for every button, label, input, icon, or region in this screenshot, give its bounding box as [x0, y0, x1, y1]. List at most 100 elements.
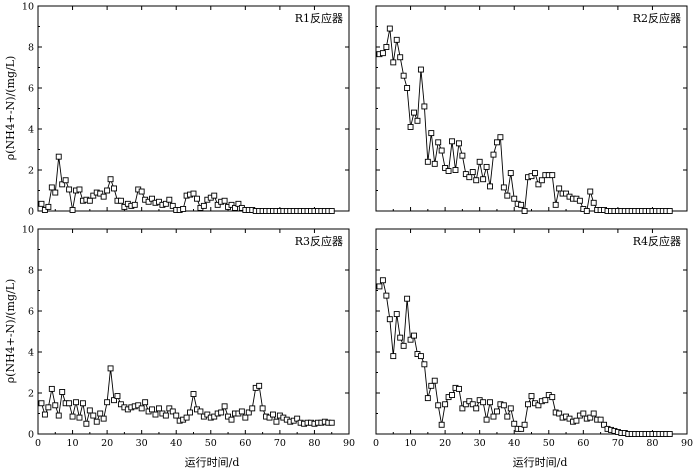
data-point	[483, 416, 490, 423]
data-point	[55, 412, 62, 419]
data-point	[597, 416, 604, 423]
data-point	[55, 153, 62, 160]
data-point	[497, 134, 504, 141]
panel-label: R1反应器	[295, 11, 343, 25]
data-point	[228, 416, 235, 423]
x-tick-label: 30	[136, 438, 148, 449]
data-point	[183, 414, 190, 421]
data-point	[566, 415, 573, 422]
x-tick-label: 50	[205, 438, 217, 449]
data-point	[431, 377, 438, 384]
y-tick-label: 10	[22, 225, 34, 236]
data-point	[435, 139, 442, 146]
data-point	[194, 195, 200, 202]
plot-frame	[37, 5, 350, 212]
x-tick-label: 50	[543, 438, 555, 449]
data-point	[528, 173, 535, 180]
data-point	[466, 398, 473, 405]
data-point	[393, 311, 400, 318]
data-point	[221, 403, 228, 410]
xlabel-right: 运行时间/d	[513, 456, 568, 469]
data-point	[90, 192, 97, 199]
data-point	[104, 399, 111, 406]
data-point	[455, 385, 462, 392]
data-point	[400, 72, 407, 79]
data-point	[538, 177, 545, 184]
data-point	[169, 202, 176, 209]
x-tick-label: 60	[577, 438, 589, 449]
xlabel-left: 运行时间/d	[185, 456, 240, 469]
data-point	[155, 405, 162, 412]
data-point	[41, 207, 48, 213]
data-point	[228, 201, 235, 208]
data-point	[452, 167, 459, 173]
data-point	[200, 202, 207, 209]
data-point	[490, 151, 497, 158]
data-point	[111, 397, 117, 404]
data-point	[490, 413, 497, 420]
series-line	[379, 28, 670, 213]
data-point	[493, 408, 500, 415]
data-point	[666, 431, 673, 437]
data-point	[580, 410, 587, 417]
data-point	[507, 170, 514, 177]
x-tick-label: 30	[474, 438, 486, 449]
x-tick-label: 60	[239, 438, 251, 449]
data-point	[225, 413, 232, 420]
ylabel-top-text: ρ(NH4+-N)/(mg/L)	[4, 56, 17, 161]
data-point	[400, 342, 407, 349]
data-point	[563, 190, 570, 197]
y-tick-label: 8	[28, 266, 34, 277]
data-point	[404, 85, 411, 91]
data-point	[438, 421, 445, 428]
data-point	[79, 400, 86, 407]
data-point	[480, 176, 487, 183]
data-point	[197, 408, 204, 415]
data-point	[386, 316, 393, 323]
data-point	[521, 208, 528, 214]
y-tick-label: 4	[28, 125, 34, 136]
data-point	[601, 421, 608, 428]
data-point	[48, 184, 55, 191]
data-point	[459, 152, 466, 159]
data-point	[152, 411, 159, 418]
data-point	[469, 401, 476, 408]
data-point	[45, 203, 52, 210]
data-point	[573, 417, 580, 424]
data-point	[187, 409, 193, 416]
data-point	[386, 25, 393, 32]
data-point	[518, 201, 525, 208]
data-point	[218, 409, 225, 416]
data-point	[449, 392, 455, 398]
data-point	[90, 412, 97, 419]
data-point	[532, 170, 538, 177]
panel-1: 0 2 4 6 8 10 R1反应器	[22, 2, 350, 218]
data-point	[397, 54, 404, 61]
data-point	[500, 184, 507, 191]
data-point	[383, 292, 390, 299]
data-point	[48, 385, 55, 392]
data-point	[69, 413, 76, 420]
data-point	[249, 405, 256, 412]
data-point	[469, 169, 476, 176]
data-point	[473, 177, 480, 184]
data-point	[393, 36, 400, 43]
data-point	[52, 402, 59, 409]
ylabel-bottom: ρ(NH4+-N)/(mg/L)	[4, 279, 17, 384]
y-tick-label: 8	[28, 43, 34, 54]
data-point	[155, 198, 162, 205]
x-tick-label: 90	[343, 438, 355, 449]
plot-frame	[375, 228, 688, 435]
data-point	[576, 197, 583, 204]
data-point	[428, 130, 435, 137]
panel-label: R3反应器	[295, 234, 343, 248]
data-point	[455, 140, 462, 147]
data-point	[235, 200, 242, 207]
data-point	[117, 401, 124, 408]
panel-4: 0 10 20 30 40 50 60 70 80 90 R4反应器	[373, 228, 693, 449]
data-point	[59, 389, 66, 395]
data-point	[69, 207, 76, 213]
data-point	[38, 400, 45, 407]
panel-label: R2反应器	[633, 11, 681, 25]
